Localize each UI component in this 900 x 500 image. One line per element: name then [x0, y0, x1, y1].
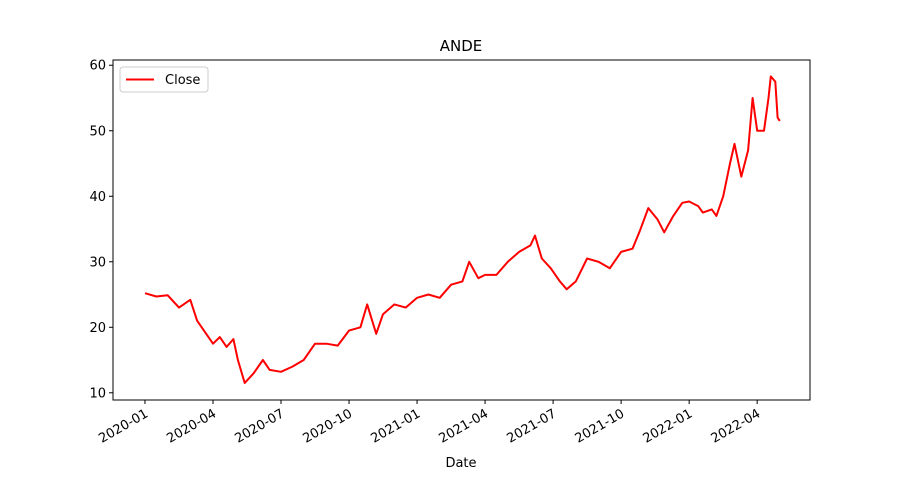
x-tick-label: 2020-01 [96, 406, 151, 446]
y-tick-label: 40 [89, 190, 106, 205]
plot-frame [112, 59, 811, 401]
x-tick-label: 2022-01 [641, 406, 696, 446]
y-tick-label: 50 [89, 124, 106, 139]
line-series [144, 75, 781, 384]
x-tick-label: 2020-10 [300, 406, 355, 446]
y-tick-label: 60 [89, 59, 106, 74]
y-tick-label: 10 [89, 386, 106, 401]
legend-box [119, 66, 209, 93]
x-axis-label: Date [445, 456, 476, 471]
x-tick-label: 2021-04 [437, 406, 492, 446]
y-tick-label: 20 [89, 321, 106, 336]
legend-label: Close [165, 73, 200, 88]
chart-title: ANDE [440, 37, 483, 55]
x-tick-label: 2021-10 [573, 406, 628, 446]
x-tick-label: 2021-07 [505, 406, 560, 446]
x-tick-label: 2022-04 [709, 406, 764, 446]
x-tick-label: 2021-01 [369, 406, 424, 446]
y-tick-label: 30 [89, 255, 106, 270]
x-tick-label: 2020-04 [164, 406, 219, 446]
x-tick-label: 2020-07 [232, 406, 287, 446]
